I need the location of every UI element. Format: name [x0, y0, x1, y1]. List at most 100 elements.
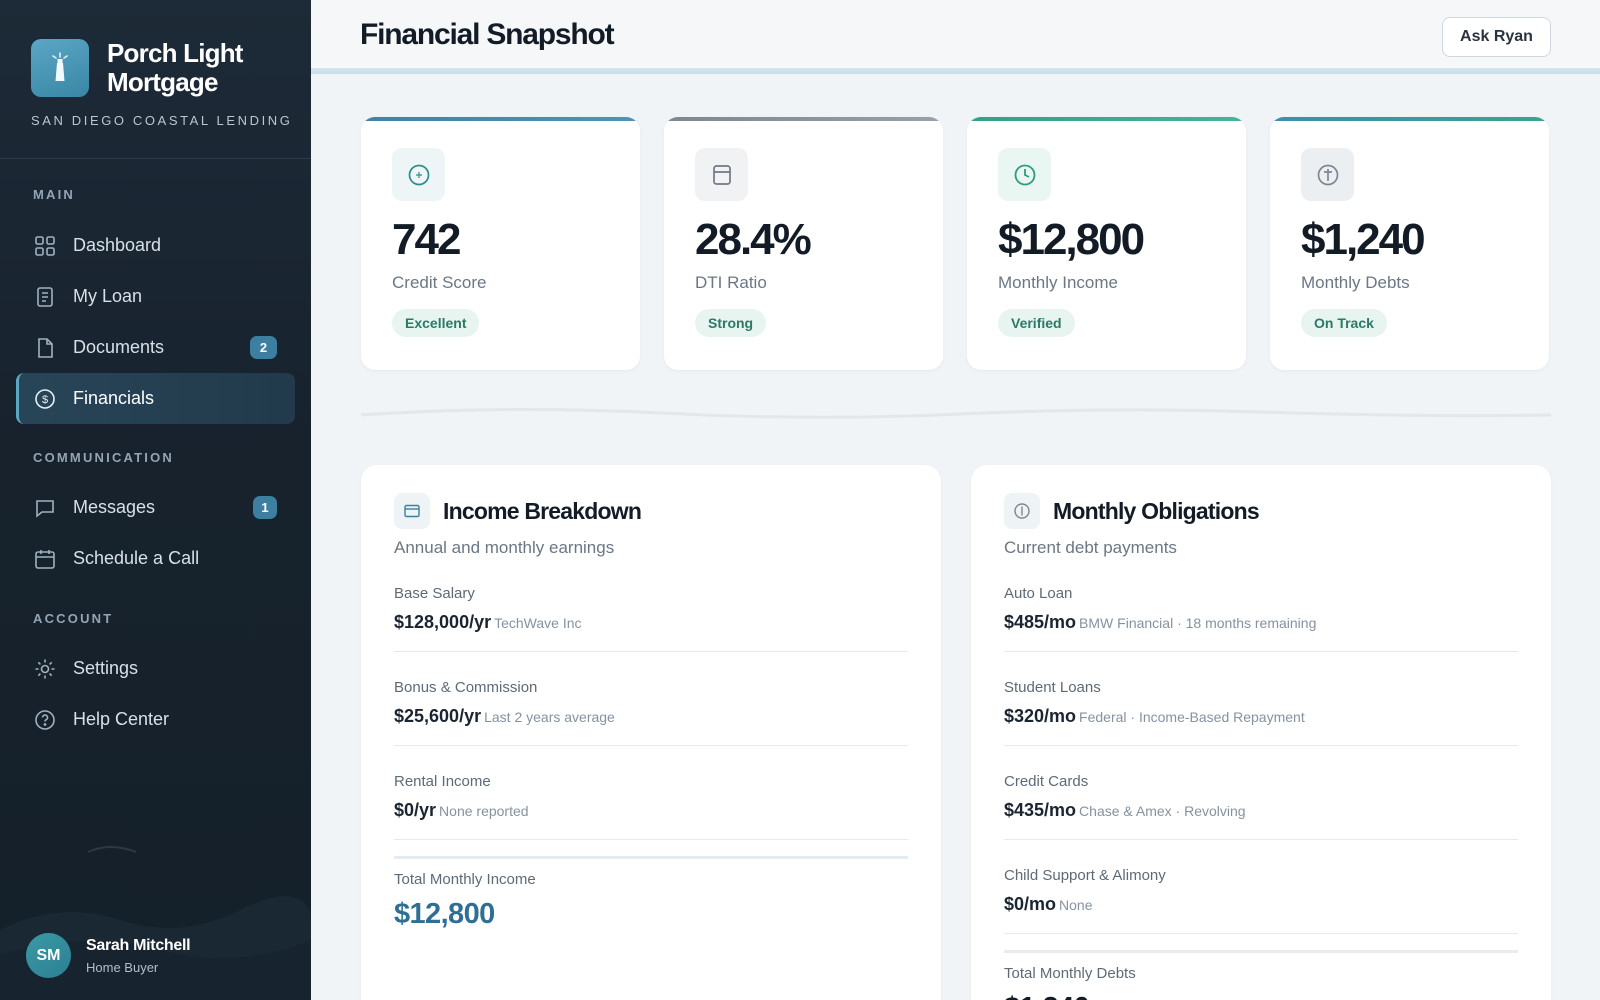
- sidebar-item-label: Messages: [73, 497, 156, 517]
- sidebar-item-label: Documents: [73, 337, 165, 357]
- brand-tagline: SAN DIEGO COASTAL LENDING: [31, 113, 293, 128]
- row-note: TechWave Inc: [494, 615, 582, 631]
- coin-icon: [1004, 493, 1040, 529]
- document-icon: [34, 337, 56, 359]
- row-note: None reported: [439, 803, 529, 819]
- row-amount: $0/yr: [394, 800, 437, 820]
- stat-label: DTI Ratio: [695, 273, 767, 292]
- calendar-icon: [34, 548, 56, 570]
- sidebar-item-label: Help Center: [73, 709, 170, 729]
- row-amount: $435/mo: [1004, 800, 1077, 820]
- income-breakdown-panel: Income Breakdown Annual and monthly earn…: [361, 465, 941, 1000]
- dollar-circle-icon: $: [34, 388, 56, 410]
- row-amount: $320/mo: [1004, 706, 1077, 726]
- income-row-bonus: Bonus & Commission $25,600/yr Last 2 year…: [394, 652, 908, 746]
- stat-label: Monthly Income: [998, 273, 1118, 292]
- ask-ryan-button[interactable]: Ask Ryan: [1442, 17, 1551, 57]
- lighthouse-icon: [31, 39, 89, 97]
- status-badge: Excellent: [392, 309, 480, 337]
- sidebar-item-financials[interactable]: $ Financials: [16, 373, 295, 424]
- wave-divider: [361, 407, 1551, 419]
- user-profile[interactable]: SM Sarah Mitchell Home Buyer: [26, 933, 191, 978]
- stat-card-dti-ratio[interactable]: 28.4% DTI Ratio Strong: [664, 117, 943, 370]
- documents-badge: 2: [250, 336, 277, 359]
- stat-card-monthly-debts[interactable]: $1,240 Monthly Debts On Track: [1270, 117, 1549, 370]
- row-label: Auto Loan: [1004, 585, 1073, 602]
- sidebar-divider: [0, 158, 311, 159]
- sidebar-item-label: My Loan: [73, 286, 143, 306]
- brand[interactable]: Porch Light Mortgage: [0, 0, 311, 97]
- sidebar-item-label: Settings: [73, 658, 139, 678]
- total-divider: [1004, 950, 1518, 953]
- stat-value: 28.4%: [695, 215, 812, 264]
- income-row-base-salary: Base Salary $128,000/yr TechWave Inc: [394, 558, 908, 652]
- monthly-obligations-panel: Monthly Obligations Current debt payment…: [971, 465, 1551, 1000]
- stat-accent-bar: [967, 117, 1246, 121]
- total-value: $12,800: [394, 898, 495, 930]
- user-role: Home Buyer: [86, 959, 159, 975]
- nav-section-communication: COMMUNICATION: [33, 450, 175, 465]
- grid-icon: [34, 235, 56, 257]
- sidebar-item-label: Financials: [73, 388, 155, 408]
- total-label: Total Monthly Debts: [1004, 965, 1136, 982]
- panel-title: Income Breakdown: [443, 497, 642, 524]
- total-value: $1,240: [1004, 992, 1518, 1000]
- sidebar-item-schedule-call[interactable]: Schedule a Call: [16, 533, 295, 584]
- stat-card-credit-score[interactable]: 742 Credit Score Excellent: [361, 117, 640, 370]
- row-label: Child Support & Alimony: [1004, 867, 1166, 884]
- sidebar-item-my-loan[interactable]: My Loan: [16, 271, 295, 322]
- obligation-row-student-loans: Student Loans $320/mo Federal · Income-Ba…: [1004, 652, 1518, 746]
- gear-icon: [34, 658, 56, 680]
- obligation-row-auto-loan: Auto Loan $485/mo BMW Financial · 18 mont…: [1004, 558, 1518, 652]
- sidebar-item-help-center[interactable]: Help Center: [16, 694, 295, 745]
- row-note: Federal · Income-Based Repayment: [1079, 709, 1305, 725]
- status-badge: On Track: [1301, 309, 1387, 337]
- panel-title: Monthly Obligations: [1053, 497, 1260, 524]
- income-row-rental: Rental Income $0/yr None reported: [394, 746, 908, 840]
- svg-text:$: $: [42, 394, 48, 406]
- nav-section-main: MAIN: [33, 187, 76, 202]
- row-note: Last 2 years average: [484, 709, 615, 725]
- user-name: Sarah Mitchell: [86, 936, 191, 954]
- chat-icon: [34, 497, 56, 519]
- row-label: Base Salary: [394, 585, 475, 602]
- row-label: Student Loans: [1004, 679, 1101, 696]
- stat-card-monthly-income[interactable]: $12,800 Monthly Income Verified: [967, 117, 1246, 370]
- row-label: Rental Income: [394, 773, 491, 790]
- brand-name-line1: Porch Light: [107, 38, 243, 68]
- sidebar-item-messages[interactable]: Messages 1: [16, 482, 295, 533]
- sidebar: Porch Light Mortgage SAN DIEGO COASTAL L…: [0, 0, 311, 1000]
- panel-subtitle: Annual and monthly earnings: [394, 538, 615, 557]
- status-badge: Strong: [695, 309, 767, 337]
- messages-badge: 1: [253, 496, 277, 519]
- header-divider: [311, 68, 1600, 74]
- stat-label: Monthly Debts: [1301, 273, 1410, 292]
- wallet-icon: [394, 493, 430, 529]
- status-badge: Verified: [998, 309, 1075, 337]
- obligation-row-child-support: Child Support & Alimony $0/mo None: [1004, 840, 1518, 934]
- stat-value: 742: [392, 215, 461, 264]
- row-label: Bonus & Commission: [394, 679, 538, 696]
- gauge-icon: [392, 148, 445, 201]
- stat-accent-bar: [664, 117, 943, 121]
- stat-label: Credit Score: [392, 273, 487, 292]
- sidebar-item-dashboard[interactable]: Dashboard: [16, 220, 295, 271]
- total-divider: [394, 856, 908, 859]
- row-amount: $0/mo: [1004, 894, 1057, 914]
- row-note: BMW Financial · 18 months remaining: [1079, 615, 1317, 631]
- row-note: Chase & Amex · Revolving: [1079, 803, 1246, 819]
- row-note: None: [1059, 897, 1093, 913]
- brand-name-line2: Mortgage: [107, 67, 218, 97]
- row-amount: $128,000/yr: [394, 612, 492, 632]
- row-amount: $485/mo: [1004, 612, 1077, 632]
- panel-subtitle: Current debt payments: [1004, 538, 1177, 557]
- calculator-icon: [695, 148, 748, 201]
- avatar: SM: [26, 933, 71, 978]
- sidebar-item-settings[interactable]: Settings: [16, 643, 295, 694]
- clock-icon: [998, 148, 1051, 201]
- row-amount: $25,600/yr: [394, 706, 482, 726]
- obligation-row-credit-cards: Credit Cards $435/mo Chase & Amex · Revol…: [1004, 746, 1518, 840]
- stat-accent-bar: [361, 117, 640, 121]
- sidebar-item-documents[interactable]: Documents 2: [16, 322, 295, 373]
- sidebar-item-label: Dashboard: [73, 235, 162, 255]
